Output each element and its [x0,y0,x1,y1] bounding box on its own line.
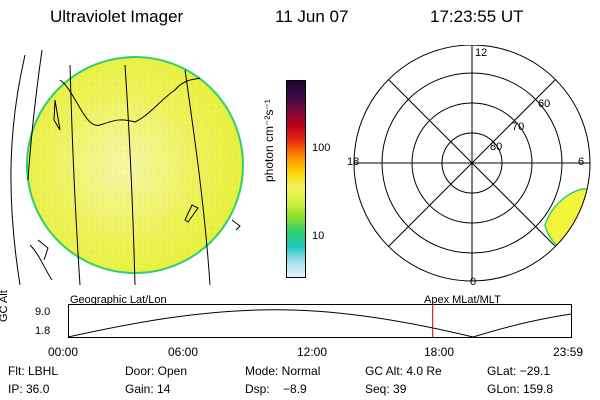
timeline-y-top: 9.0 [35,306,51,318]
timeline-y-bottom: 1.8 [35,325,51,337]
uv-disk-image [10,49,244,286]
polar-label-60: 60 [538,98,551,110]
colorbar-unit-label: photon cm⁻²s⁻¹ [262,99,276,182]
footer-glat: GLat: −29.1 [487,364,551,378]
timeline-title-right: Apex MLat/MLT [424,294,501,306]
footer-mode: Mode: Normal [245,364,321,378]
date-label: 11 Jun 07 [275,7,349,26]
colorbar [286,80,306,278]
time-label: 17:23:55 UT [430,7,524,26]
footer-glon: GLon: 159.8 [487,382,554,396]
timeline-y-label: GC Alt [0,290,10,322]
footer-gcalt: GC Alt: 4.0 Re [365,364,442,378]
polar-plot [353,45,591,282]
polar-label-0: 0 [470,276,477,288]
timeline-tick-0600: 06:00 [168,345,199,359]
colorbar-tick-100: 100 [312,142,331,154]
footer-gain: Gain: 14 [125,382,171,396]
polar-label-70: 70 [512,121,525,133]
altitude-curve [68,309,572,338]
footer-dsp: Dsp: −8.9 [245,382,307,396]
timeline-tick-2359: 23:59 [553,345,584,359]
timeline-tick-0000: 00:00 [48,345,79,359]
polar-label-12: 12 [475,47,488,59]
app-title: Ultraviolet Imager [50,7,184,26]
footer-flt: Flt: LBHL [8,364,59,378]
colorbar-tick-10: 10 [312,230,325,242]
timeline-chart [68,304,572,338]
aurora-patch [544,188,590,257]
footer-door: Door: Open [125,364,188,378]
timeline-tick-1200: 12:00 [297,345,328,359]
polar-label-6: 6 [578,156,585,168]
timeline-tick-1800: 18:00 [424,345,455,359]
polar-label-18: 18 [347,156,360,168]
timeline-title-left: Geographic Lat/Lon [70,294,167,306]
footer-seq: Seq: 39 [365,382,407,396]
polar-label-80: 80 [490,141,503,153]
footer-ip: IP: 36.0 [8,382,50,396]
